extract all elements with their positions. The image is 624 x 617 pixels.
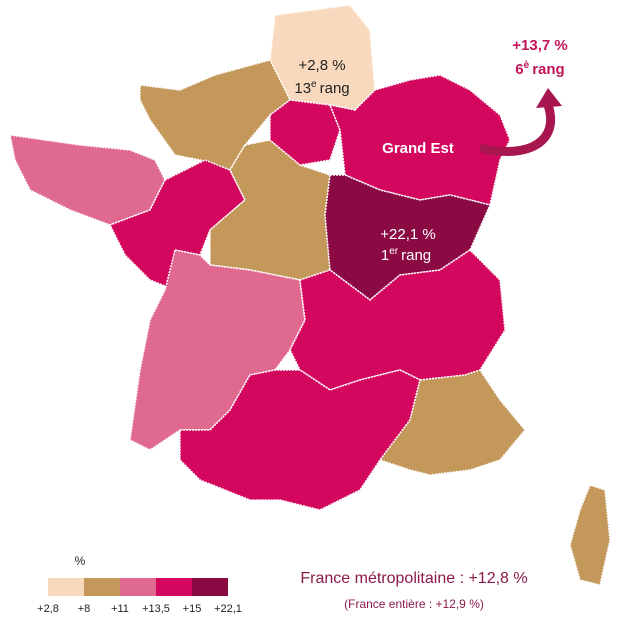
legend-tick-label: +8	[78, 603, 91, 615]
rank-number: 6	[515, 61, 523, 78]
legend-swatch	[48, 578, 84, 596]
label-rank: 13e rang	[294, 79, 349, 97]
rank-number: 13	[294, 80, 311, 97]
rank-number: 1	[381, 247, 389, 264]
legend-swatch	[192, 578, 228, 596]
region-bourgogne	[324, 174, 492, 301]
label-value: +22,1 %	[380, 226, 435, 243]
summary-secondary: (France entière : +12,9 %)	[344, 597, 484, 611]
legend-title: %	[75, 554, 86, 568]
label-value: +2,8 %	[298, 57, 345, 74]
map	[9, 4, 611, 586]
label-value: +13,7 %	[512, 37, 567, 54]
rank-suffix: è	[524, 60, 530, 71]
legend-tick-label: +15	[183, 603, 202, 615]
region-paca	[378, 369, 526, 476]
region-pays-de-la-loire	[108, 159, 246, 292]
rank-word: rang	[320, 80, 350, 97]
region-bretagne	[9, 134, 166, 226]
region-auvergne-rhone-alpes	[289, 249, 506, 391]
legend: % +2,8 +8 +11 +13,5 +15 +22,1	[37, 554, 242, 615]
legend-tick-label: +13,5	[142, 603, 170, 615]
arrow	[478, 88, 562, 156]
region-nouvelle-aquitaine	[129, 249, 306, 451]
label-rank: 6è rang	[515, 60, 564, 78]
region-corse	[569, 484, 611, 586]
legend-tick-label: +22,1	[214, 603, 242, 615]
region-grand-est	[328, 74, 511, 206]
rank-suffix: er	[389, 246, 399, 257]
summary-main: France métropolitaine : +12,8 %	[300, 570, 527, 587]
region-ile-de-france	[269, 99, 341, 166]
legend-swatch	[120, 578, 156, 596]
legend-swatch	[156, 578, 192, 596]
legend-swatch	[84, 578, 120, 596]
rank-suffix: e	[311, 79, 317, 90]
rank-word: rang	[532, 61, 565, 78]
legend-tick-label: +2,8	[37, 603, 59, 615]
region-name: Grand Est	[382, 140, 454, 157]
rank-word: rang	[401, 247, 431, 264]
label-rank: 1er rang	[381, 246, 431, 264]
legend-tick-label: +11	[111, 603, 129, 615]
